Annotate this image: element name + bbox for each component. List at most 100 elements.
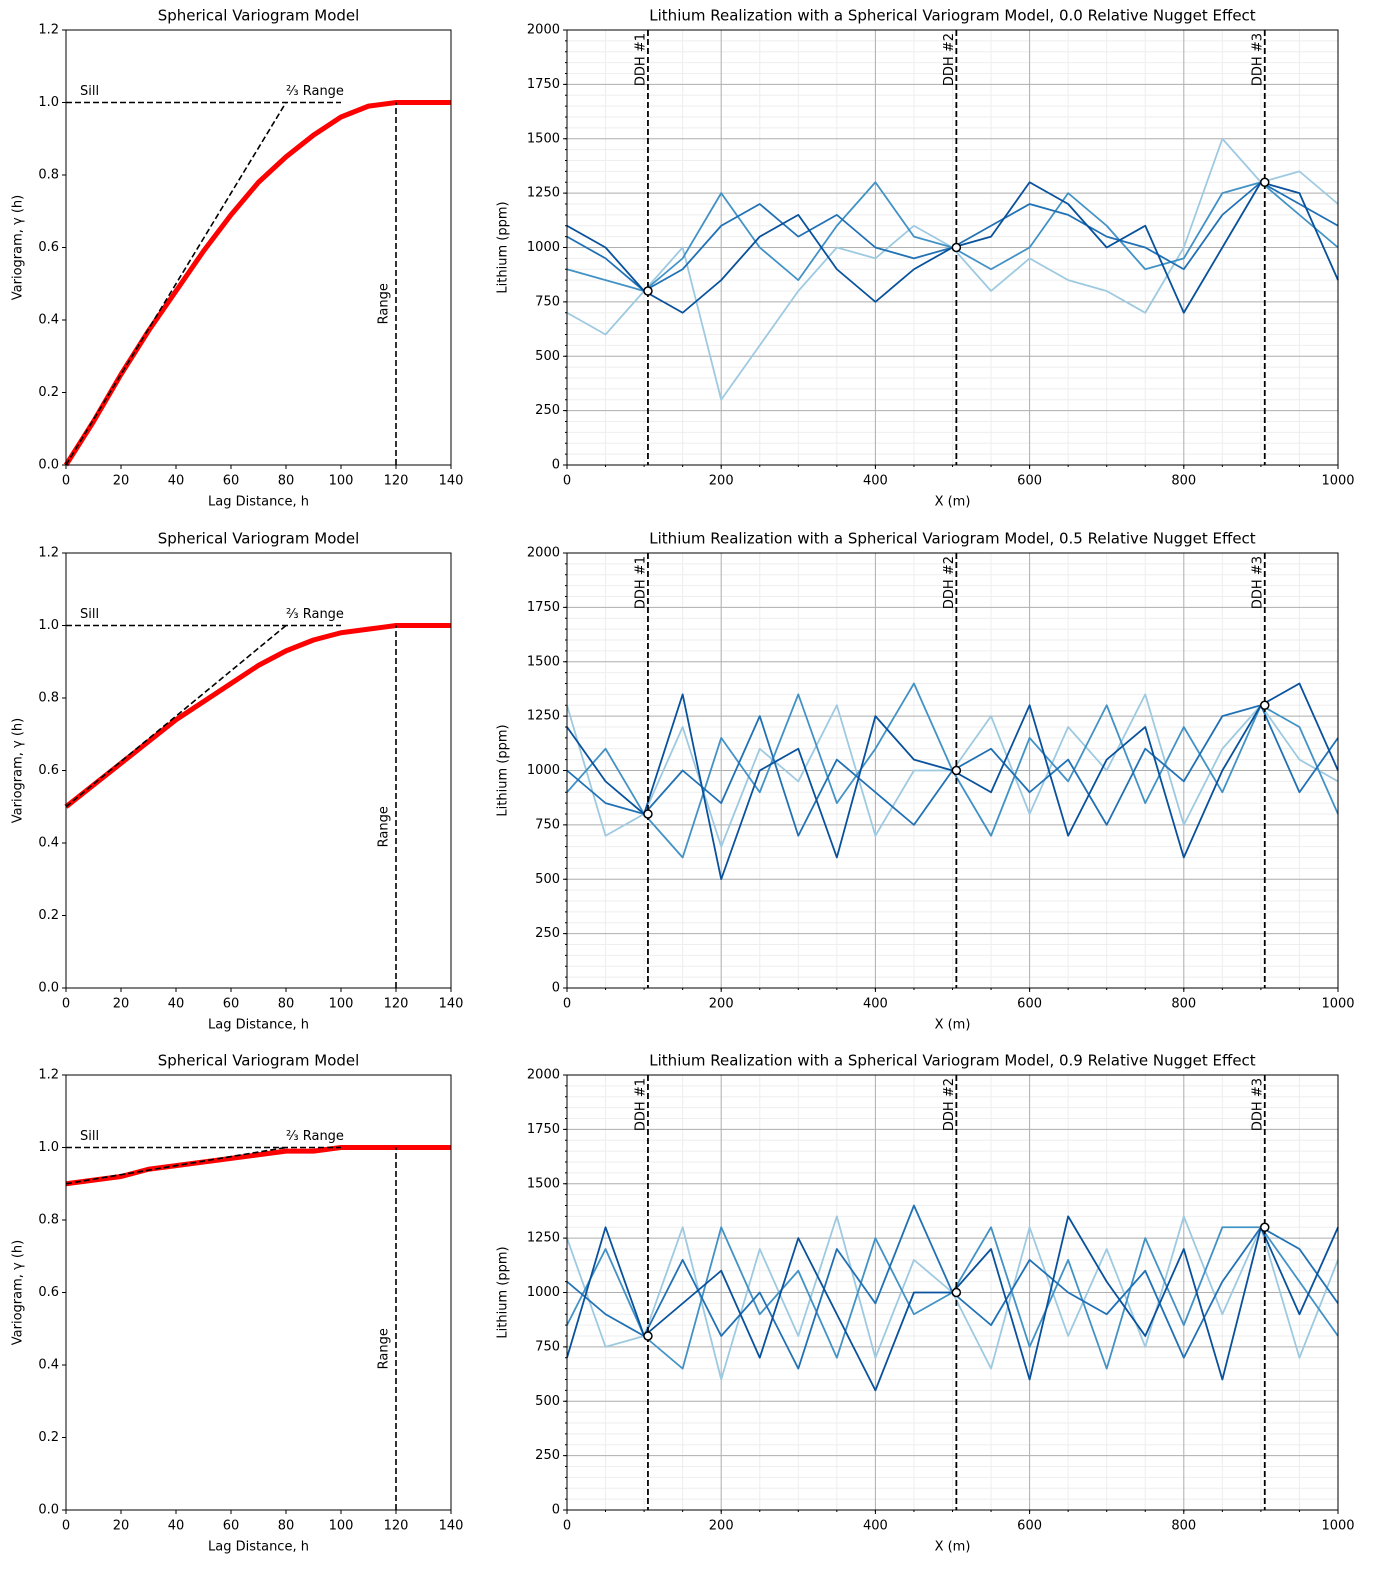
series-line	[64, 623, 451, 809]
y-tick-label: 0	[552, 458, 560, 473]
y-tick-label: 500	[535, 1394, 560, 1409]
y-tick-label: 1250	[527, 1231, 560, 1246]
x-axis-label: Lag Distance, h	[208, 1018, 309, 1033]
sill-label: Sill	[80, 607, 99, 622]
y-tick-label: 0.0	[38, 1503, 59, 1518]
y-tick-label: 1750	[527, 600, 560, 615]
y-tick-label: 0.0	[38, 458, 59, 473]
well-label: DDH #2	[942, 1078, 957, 1131]
y-tick-label: 1.2	[38, 1068, 59, 1083]
y-tick-label: 0.0	[38, 981, 59, 996]
x-tick-label: 140	[439, 1519, 464, 1534]
x-tick-label: 20	[113, 1519, 130, 1534]
tangent-line	[65, 102, 287, 466]
well-sample	[1260, 700, 1270, 710]
x-tick-label: 20	[113, 997, 130, 1012]
well-sample	[643, 809, 653, 819]
series-line	[63, 100, 451, 467]
x-tick-label: 100	[329, 474, 354, 489]
x-tick-label: 600	[1017, 1519, 1042, 1534]
x-tick-label: 60	[223, 1519, 240, 1534]
y-axis-label: Variogram, γ (h)	[11, 195, 26, 300]
y-tick-label: 1.0	[38, 618, 59, 633]
well-sample	[951, 765, 962, 776]
x-tick-label: 600	[1017, 997, 1042, 1012]
y-tick-label: 0.6	[38, 240, 59, 255]
x-tick-label: 0	[62, 474, 70, 489]
x-tick-label: 800	[1171, 474, 1196, 489]
x-tick-label: 0	[563, 1519, 571, 1534]
x-tick-label: 100	[329, 1519, 354, 1534]
y-tick-label: 0.4	[38, 1358, 59, 1373]
x-tick-label: 120	[384, 1519, 409, 1534]
x-tick-label: 0	[62, 1519, 70, 1534]
y-axis-label: Lithium (ppm)	[496, 1246, 511, 1338]
well-label: DDH #3	[1250, 556, 1265, 609]
y-tick-label: 2000	[527, 1068, 560, 1083]
y-tick-label: 0.2	[38, 385, 59, 400]
x-tick-label: 0	[563, 474, 571, 489]
y-tick-label: 1500	[527, 131, 560, 146]
y-tick-label: 1250	[527, 186, 560, 201]
y-tick-label: 0	[552, 1503, 560, 1518]
x-tick-label: 200	[709, 1519, 734, 1534]
tangent-line	[65, 1146, 287, 1185]
y-tick-label: 750	[535, 1339, 560, 1354]
x-axis-label: Lag Distance, h	[208, 1540, 309, 1555]
chart-title: Spherical Variogram Model	[158, 7, 360, 25]
y-tick-label: 250	[535, 926, 560, 941]
y-tick-label: 0.4	[38, 313, 59, 328]
well-label: DDH #1	[633, 556, 648, 609]
x-tick-label: 800	[1171, 997, 1196, 1012]
well-label: DDH #3	[1250, 33, 1265, 86]
axes-frame	[566, 552, 1339, 989]
y-tick-label: 0	[552, 981, 560, 996]
y-tick-label: 1500	[527, 1176, 560, 1191]
x-tick-label: 40	[168, 1519, 185, 1534]
x-tick-label: 400	[863, 997, 888, 1012]
y-axis-label: Lithium (ppm)	[496, 201, 511, 293]
sill-label: Sill	[80, 84, 99, 99]
x-tick-label: 1000	[1321, 997, 1354, 1012]
x-tick-label: 80	[278, 997, 295, 1012]
well-sample	[951, 1287, 962, 1298]
y-tick-label: 0.6	[38, 763, 59, 778]
y-tick-label: 2000	[527, 23, 560, 38]
y-tick-label: 1000	[527, 240, 560, 255]
tangent-label: ⅔ Range	[286, 1129, 344, 1144]
x-tick-label: 100	[329, 997, 354, 1012]
well-label: DDH #1	[633, 1078, 648, 1131]
axes-frame	[566, 29, 1339, 466]
well-sample	[1260, 1222, 1270, 1232]
well-label: DDH #1	[633, 33, 648, 86]
x-tick-label: 40	[168, 474, 185, 489]
series-line	[65, 1145, 451, 1187]
y-tick-label: 250	[535, 403, 560, 418]
y-tick-label: 1.2	[38, 23, 59, 38]
x-tick-label: 200	[709, 997, 734, 1012]
y-tick-label: 750	[535, 294, 560, 309]
x-tick-label: 1000	[1321, 1519, 1354, 1534]
y-tick-label: 2000	[527, 546, 560, 561]
y-tick-label: 0.2	[38, 1430, 59, 1445]
y-tick-label: 1.0	[38, 95, 59, 110]
y-tick-label: 1.0	[38, 1140, 59, 1155]
sill-label: Sill	[80, 1129, 99, 1144]
axes-frame	[65, 552, 452, 989]
tangent-label: ⅔ Range	[286, 84, 344, 99]
x-tick-label: 80	[278, 1519, 295, 1534]
y-tick-label: 1500	[527, 654, 560, 669]
y-tick-label: 1000	[527, 763, 560, 778]
y-tick-label: 0.6	[38, 1285, 59, 1300]
x-tick-label: 120	[384, 474, 409, 489]
y-tick-label: 0.8	[38, 168, 59, 183]
range-label: Range	[377, 1328, 392, 1369]
x-tick-label: 40	[168, 997, 185, 1012]
x-tick-label: 140	[439, 474, 464, 489]
y-tick-label: 1750	[527, 1122, 560, 1137]
x-tick-label: 120	[384, 997, 409, 1012]
range-label: Range	[377, 283, 392, 324]
axes-frame	[566, 1074, 1339, 1511]
x-tick-label: 20	[113, 474, 130, 489]
x-axis-label: Lag Distance, h	[208, 495, 309, 510]
